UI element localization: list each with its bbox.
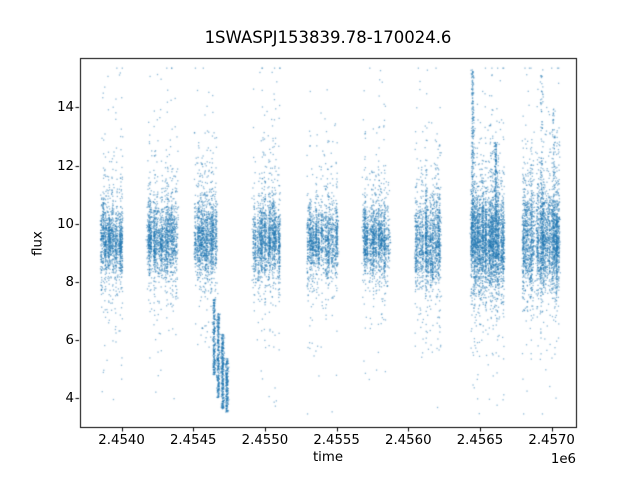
y-tick-label: 6 bbox=[65, 332, 74, 348]
x-axis-label: time bbox=[312, 450, 344, 465]
x-axis-offset-label: 1e6 bbox=[550, 452, 576, 467]
y-tick-label: 14 bbox=[57, 100, 74, 116]
x-tick-label: 2.4570 bbox=[528, 433, 575, 448]
x-tick-label: 2.4545 bbox=[169, 433, 217, 448]
x-tick-label: 2.4540 bbox=[98, 433, 145, 448]
x-tick-label: 2.4555 bbox=[313, 433, 360, 448]
x-tick-label: 2.4565 bbox=[456, 433, 504, 448]
x-tick-label: 2.4560 bbox=[385, 433, 432, 448]
x-tick-label: 2.4550 bbox=[241, 433, 289, 448]
y-tick-label: 8 bbox=[65, 274, 74, 290]
plot-title: 1SWASPJ153839.78-170024.6 bbox=[204, 28, 452, 47]
y-tick-label: 10 bbox=[57, 216, 74, 232]
y-tick-label: 4 bbox=[65, 390, 74, 406]
y-tick-label: 12 bbox=[57, 158, 74, 174]
